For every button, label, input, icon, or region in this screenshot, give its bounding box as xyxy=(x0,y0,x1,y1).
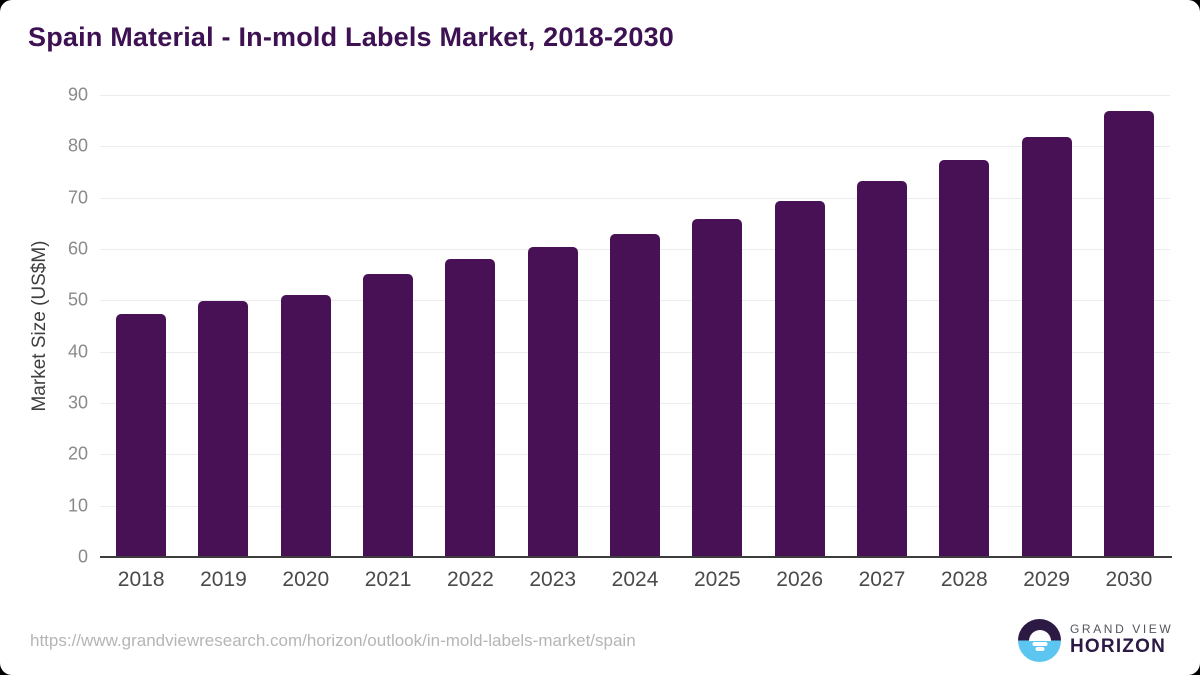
bar-2023 xyxy=(527,246,578,557)
y-tick-0: 0 xyxy=(77,546,88,567)
gridline-90 xyxy=(100,95,1170,96)
x-tick-2023: 2023 xyxy=(529,568,577,591)
y-tick-80: 80 xyxy=(67,135,88,156)
y-axis-title: Market Size (US$M) xyxy=(29,240,50,412)
y-tick-40: 40 xyxy=(67,341,88,362)
bar-slot-2018 xyxy=(100,95,182,557)
y-tick-60: 60 xyxy=(67,238,88,259)
x-tick-2020: 2020 xyxy=(282,568,330,591)
x-tick-2022: 2022 xyxy=(447,568,494,591)
bar-2028 xyxy=(939,160,990,557)
bar-2025 xyxy=(692,218,743,557)
gridline-70 xyxy=(100,197,1170,199)
x-axis-line xyxy=(100,556,1172,558)
bar-slot-2026 xyxy=(759,95,841,557)
chart-title: Spain Material - In-mold Labels Market, … xyxy=(28,22,675,52)
x-tick-2030: 2030 xyxy=(1105,568,1153,591)
bar-2019 xyxy=(198,301,249,557)
logo-line1: GRAND VIEW xyxy=(1070,621,1174,636)
y-tick-20: 20 xyxy=(67,443,88,464)
bar-2021 xyxy=(363,273,414,557)
bar-2022 xyxy=(445,258,496,557)
bar-slot-2022 xyxy=(429,95,511,557)
y-tick-10: 10 xyxy=(67,495,88,516)
x-tick-labels: 2018 2019 2020 2021 2022 2023 2024 2025 2026 2027… xyxy=(100,568,1170,592)
x-tick-2026: 2026 xyxy=(776,568,824,591)
bar-series xyxy=(100,95,1170,557)
bar-2018 xyxy=(116,313,167,557)
bar-slot-2023 xyxy=(512,95,594,557)
x-tick-2019: 2019 xyxy=(200,568,247,591)
x-tick-2029: 2029 xyxy=(1023,568,1070,591)
y-tick-70: 70 xyxy=(67,187,88,208)
logo-line2: HORIZON xyxy=(1070,636,1167,658)
y-tick-90: 90 xyxy=(67,84,88,105)
bar-2027 xyxy=(856,181,907,557)
gridline-80 xyxy=(100,146,1170,148)
bar-slot-2028 xyxy=(923,95,1005,557)
x-tick-2021: 2021 xyxy=(364,568,412,591)
horizon-sun-icon xyxy=(1018,619,1061,662)
bar-2020 xyxy=(280,295,331,557)
logo-text: GRAND VIEW HORIZON xyxy=(1070,621,1174,658)
bar-slot-2025 xyxy=(676,95,758,557)
x-tick-2028: 2028 xyxy=(940,568,988,591)
bar-slot-2020 xyxy=(265,95,347,557)
bar-slot-2024 xyxy=(594,95,676,557)
bar-2029 xyxy=(1021,136,1072,557)
y-tick-30: 30 xyxy=(67,392,88,413)
bar-slot-2029 xyxy=(1005,95,1087,557)
source-url: https://www.grandviewresearch.com/horizo… xyxy=(30,631,636,650)
bar-slot-2027 xyxy=(841,95,923,557)
bar-slot-2019 xyxy=(182,95,264,557)
x-tick-2018: 2018 xyxy=(117,568,165,591)
bar-slot-2021 xyxy=(347,95,429,557)
bar-2024 xyxy=(610,233,661,557)
bar-slot-2030 xyxy=(1088,95,1170,557)
x-tick-2027: 2027 xyxy=(858,568,906,591)
bar-2026 xyxy=(774,200,825,557)
x-tick-2025: 2025 xyxy=(693,568,741,591)
y-tick-50: 50 xyxy=(67,289,88,310)
x-tick-2024: 2024 xyxy=(611,568,659,591)
bar-2030 xyxy=(1103,110,1154,557)
grand-view-horizon-logo: GRAND VIEW HORIZON xyxy=(1018,619,1173,662)
